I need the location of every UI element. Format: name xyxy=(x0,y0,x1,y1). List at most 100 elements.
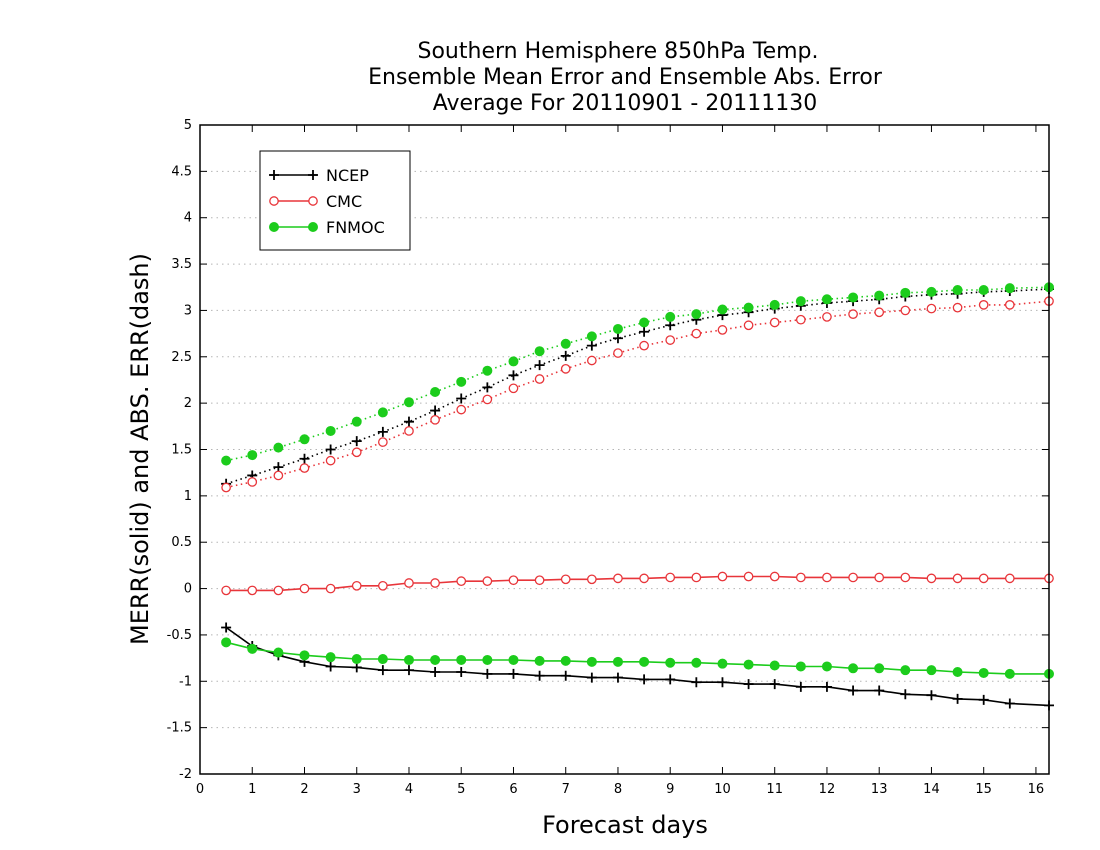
ncep-merr-point xyxy=(900,689,911,700)
ncep-abs-err-point xyxy=(534,360,545,371)
ncep-merr-point xyxy=(221,622,232,633)
cmc-merr-point xyxy=(273,585,284,596)
title-line-2: Ensemble Mean Error and Ensemble Abs. Er… xyxy=(368,65,883,90)
cmc-abs-err-point xyxy=(743,320,754,331)
ncep-abs-err-point xyxy=(430,405,441,416)
legend-label-ncep: NCEP xyxy=(326,166,369,185)
fnmoc-abs-err-point xyxy=(325,425,336,436)
fnmoc-abs-err-point xyxy=(795,296,806,307)
cmc-abs-err-point xyxy=(456,404,467,415)
fnmoc-abs-err-point xyxy=(926,286,937,297)
fnmoc-abs-err-point xyxy=(456,376,467,387)
cmc-merr-point xyxy=(325,583,336,594)
cmc-abs-err-point xyxy=(691,328,702,339)
cmc-abs-err-point xyxy=(378,437,388,447)
ncep-abs-err-point xyxy=(639,326,650,337)
ncep-abs-err-point xyxy=(482,382,493,393)
x-tick-label: 11 xyxy=(766,782,783,797)
ncep-merr-point xyxy=(874,685,885,696)
fnmoc-abs-err-point xyxy=(560,338,571,349)
fnmoc-merr-point xyxy=(795,661,806,672)
legend-marker-fnmoc xyxy=(308,222,318,232)
ncep-abs-err-point xyxy=(377,426,388,437)
ncep-abs-err-point xyxy=(325,444,336,455)
y-tick-label: 2.5 xyxy=(171,350,192,365)
cmc-abs-err-point xyxy=(874,307,885,318)
ncep-merr-point xyxy=(508,668,519,679)
cmc-merr-point xyxy=(351,580,362,591)
fnmoc-abs-err-point xyxy=(743,302,754,313)
fnmoc-merr-point xyxy=(534,655,545,666)
cmc-abs-err-point xyxy=(822,312,832,322)
cmc-abs-err-point xyxy=(717,325,728,335)
ncep-abs-err-point xyxy=(403,416,414,427)
fnmoc-merr-point xyxy=(351,654,362,665)
ncep-merr-point xyxy=(612,672,623,683)
cmc-merr-point xyxy=(900,572,911,583)
fnmoc-merr-point xyxy=(430,654,441,665)
fnmoc-abs-err-point xyxy=(665,311,676,322)
ncep-merr-point xyxy=(952,693,963,704)
fnmoc-abs-err-point xyxy=(377,407,388,418)
ncep-merr-line xyxy=(225,626,1050,707)
fnmoc-abs-err-point xyxy=(952,285,963,296)
ncep-abs-err-point xyxy=(508,370,519,381)
y-tick-label: 0 xyxy=(184,582,192,597)
fnmoc-merr-point xyxy=(848,663,859,674)
ncep-merr-point xyxy=(534,670,545,681)
fnmoc-merr-point xyxy=(221,637,232,648)
ncep-merr-point xyxy=(430,667,441,678)
cmc-abs-err-point xyxy=(926,303,937,314)
fnmoc-merr-point xyxy=(639,656,650,667)
fnmoc-abs-err-point xyxy=(247,450,258,461)
fnmoc-abs-err-point xyxy=(586,331,597,342)
cmc-abs-err-point xyxy=(665,335,676,345)
cmc-abs-err-point xyxy=(952,302,963,313)
x-tick-label: 3 xyxy=(353,782,361,797)
fnmoc-abs-err-point xyxy=(273,442,284,453)
fnmoc-abs-err-point xyxy=(821,294,832,305)
cmc-abs-err-point xyxy=(978,300,989,310)
title-line-1: Southern Hemisphere 850hPa Temp. xyxy=(418,39,819,64)
fnmoc-abs-err-point xyxy=(482,365,493,376)
cmc-abs-err-point xyxy=(221,482,231,493)
cmc-abs-err-point xyxy=(404,426,414,436)
ncep-merr-point xyxy=(769,679,780,690)
fnmoc-merr-point xyxy=(665,657,676,668)
ncep-abs-err-line xyxy=(225,288,1050,485)
legend-marker-fnmoc xyxy=(269,222,279,232)
cmc-merr-point xyxy=(378,580,388,591)
cmc-merr-point xyxy=(691,572,702,583)
ncep-abs-err-point xyxy=(586,340,597,351)
grid-layer xyxy=(200,170,1049,729)
cmc-abs-err-point xyxy=(1004,300,1015,310)
x-tick-label: 13 xyxy=(871,782,888,797)
ncep-merr-point xyxy=(848,685,859,696)
ncep-merr-point xyxy=(926,690,937,701)
cmc-merr-point xyxy=(299,583,310,594)
fnmoc-merr-point xyxy=(560,655,571,666)
y-tick-label: -1 xyxy=(179,674,192,689)
x-tick-label: 4 xyxy=(405,782,413,797)
ncep-merr-point xyxy=(586,672,597,683)
legend-marker-cmc xyxy=(269,196,279,206)
fnmoc-merr-point xyxy=(874,663,885,674)
cmc-abs-err-point xyxy=(900,305,911,316)
fnmoc-abs-err-point xyxy=(1004,283,1015,294)
cmc-abs-err-line xyxy=(225,300,1050,489)
cmc-merr-point xyxy=(665,572,676,583)
legend: NCEP CMC FNMOC xyxy=(259,150,411,251)
cmc-merr-point xyxy=(456,576,467,587)
ncep-merr-point xyxy=(377,665,388,676)
ncep-merr-point xyxy=(978,694,989,705)
cmc-abs-err-point xyxy=(430,414,440,425)
cmc-abs-err-point xyxy=(848,309,858,319)
fnmoc-merr-point xyxy=(743,659,754,670)
fnmoc-abs-err-point xyxy=(978,285,989,296)
cmc-merr-point xyxy=(822,572,832,583)
ncep-abs-err-point xyxy=(612,333,623,344)
cmc-merr-point xyxy=(717,571,728,582)
ncep-merr-point xyxy=(795,681,806,692)
y-tick-label: 2 xyxy=(184,396,192,411)
legend-marker-cmc xyxy=(308,196,318,206)
